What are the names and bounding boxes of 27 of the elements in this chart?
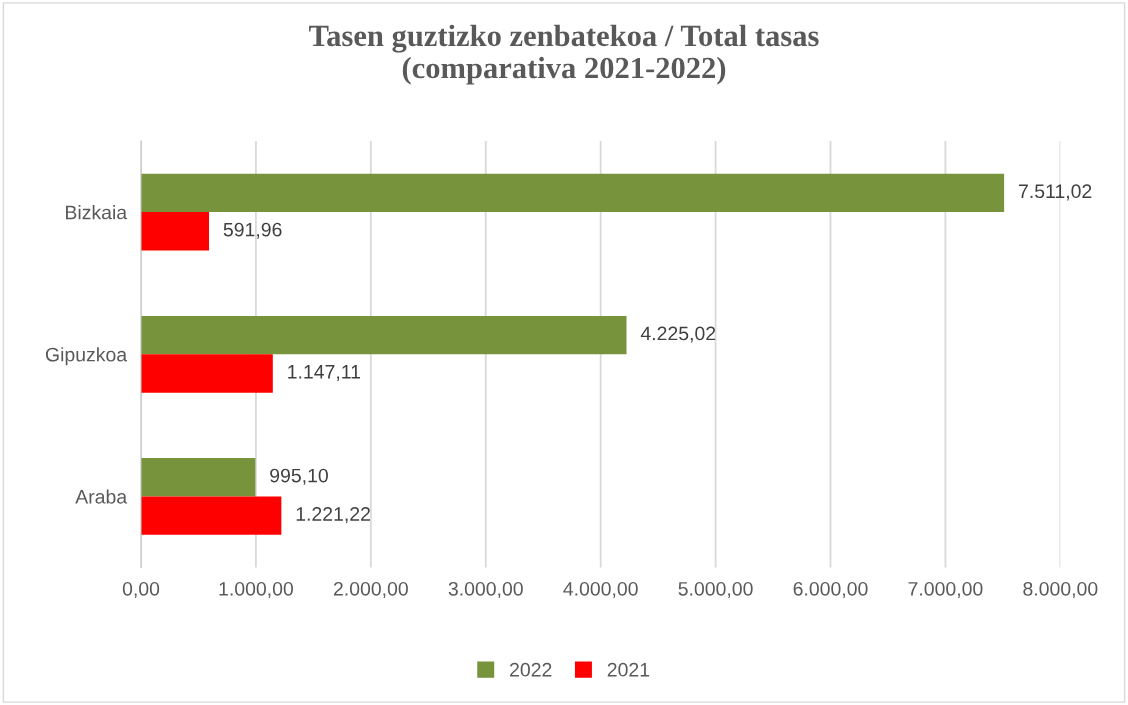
data-label: 1.221,22 <box>296 507 370 524</box>
data-label: 591,96 <box>223 222 282 239</box>
bar <box>141 354 273 393</box>
x-tick-label: 1.000,00 <box>219 581 293 598</box>
x-tick-label: 0,00 <box>122 581 160 598</box>
x-tick-label: 4.000,00 <box>563 581 638 598</box>
data-label: 995,10 <box>270 468 328 485</box>
data-label: 1.147,11 <box>288 365 361 381</box>
bar <box>141 212 210 251</box>
chart-title: Tasen guztizko zenbatekoa / Total tasas (comparativa 2021-2022) <box>309 24 819 85</box>
data-label: 7.511,02 <box>1019 184 1092 201</box>
x-tick-label: 7.000,00 <box>908 581 983 598</box>
bar <box>141 458 256 497</box>
y-tick-label: Gipuzkoa <box>45 347 128 366</box>
legend-label: 2022 <box>510 662 552 677</box>
legend-label: 2021 <box>607 662 650 677</box>
x-tick-label: 6.000,00 <box>793 581 868 598</box>
x-tick-label: 2.000,00 <box>333 581 408 598</box>
data-label: 4.225,02 <box>640 326 716 343</box>
x-tick-label: 5.000,00 <box>678 581 753 598</box>
bar <box>141 173 1005 213</box>
x-tick-label: 3.000,00 <box>448 581 523 598</box>
bar <box>141 315 627 355</box>
bar <box>141 496 282 535</box>
x-tick-label: 8.000,00 <box>1023 581 1098 598</box>
y-tick-label: Araba <box>75 489 128 504</box>
y-tick-label: Bizkaia <box>66 205 128 220</box>
